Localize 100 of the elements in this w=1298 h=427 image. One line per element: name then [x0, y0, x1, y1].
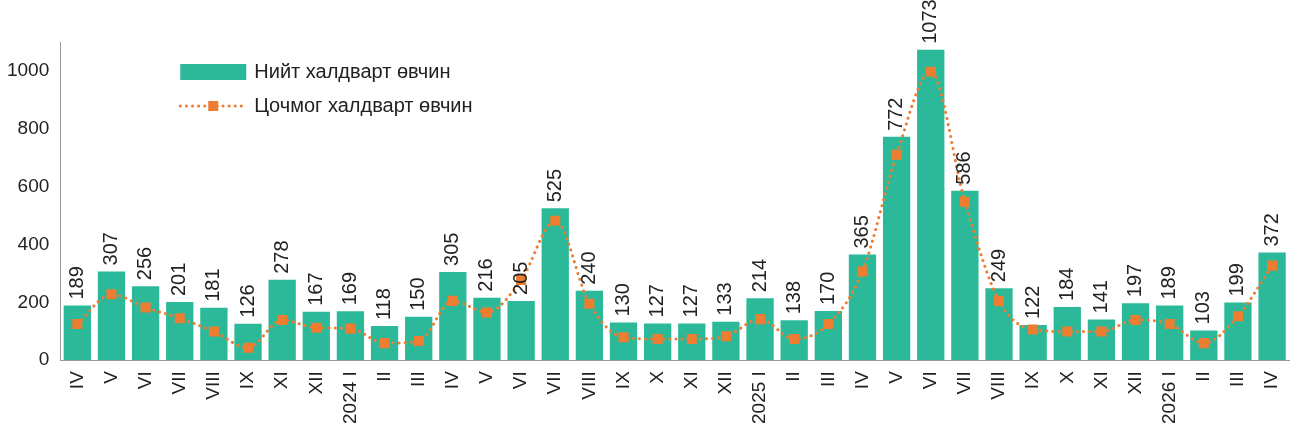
x-tick-label: VIII	[577, 371, 599, 400]
point	[755, 314, 766, 325]
bar	[131, 286, 160, 361]
point	[925, 66, 936, 77]
data-label: 216	[474, 258, 497, 292]
x-tick-label: II	[782, 371, 804, 382]
data-label: 141	[1088, 280, 1111, 314]
point	[891, 149, 902, 160]
data-label: 772	[884, 97, 907, 131]
bar	[1053, 306, 1081, 361]
data-label: 169	[337, 271, 360, 306]
y-tick-label: 800	[17, 117, 50, 139]
bar	[507, 300, 535, 361]
x-tick-label: XI	[680, 371, 702, 390]
x-tick-label: X	[645, 370, 667, 384]
point	[106, 289, 117, 300]
x-tick-label: IX	[611, 370, 633, 390]
point	[1028, 324, 1039, 335]
data-label: 181	[201, 268, 224, 302]
data-label: 150	[406, 277, 429, 311]
point	[311, 322, 322, 333]
data-label: 189	[1157, 266, 1180, 300]
data-label: 586	[952, 151, 975, 185]
data-label: 122	[1020, 285, 1043, 319]
x-tick-label: IV	[441, 370, 463, 390]
x-tick-label: VI	[918, 371, 940, 390]
point	[959, 196, 970, 207]
point	[584, 298, 595, 309]
point	[1062, 326, 1073, 337]
point	[1130, 314, 1141, 326]
x-tick-label: IV	[850, 370, 872, 390]
data-label: 130	[611, 283, 634, 317]
bar	[473, 297, 501, 361]
point	[1267, 260, 1278, 271]
point	[481, 307, 492, 318]
y-tick-label: 400	[17, 232, 50, 254]
data-label: 167	[303, 272, 326, 306]
bar	[1258, 252, 1286, 361]
x-tick-label: VIII	[202, 371, 224, 400]
x-tick-label: IV	[65, 370, 87, 390]
bar	[814, 311, 842, 361]
point	[174, 313, 185, 324]
legend-label: Цочмог халдварт өвчин	[254, 93, 473, 116]
data-label: 307	[98, 232, 121, 266]
x-tick-label: IX	[1021, 370, 1043, 390]
data-label: 365	[849, 215, 872, 249]
x-tick-label: V	[99, 370, 121, 384]
x-tick-label: III	[816, 371, 838, 388]
data-label: 189	[64, 266, 87, 300]
x-tick-label: 2026 I	[1157, 371, 1179, 424]
point	[345, 323, 356, 334]
bar	[97, 271, 126, 361]
point	[823, 318, 834, 330]
x-tick-label: III	[406, 371, 428, 388]
point	[1232, 311, 1243, 322]
bar	[166, 302, 194, 361]
bar	[268, 279, 296, 361]
data-label: 249	[986, 248, 1009, 283]
data-label: 240	[576, 251, 599, 285]
point	[72, 318, 83, 330]
data-label: 1073	[918, 0, 941, 44]
y-tick-label: 600	[17, 174, 50, 196]
point	[1096, 326, 1107, 337]
y-tick-label: 200	[17, 290, 50, 312]
data-label: 184	[1054, 267, 1077, 301]
y-tick-label: 0	[38, 348, 50, 370]
x-tick-label: V	[884, 370, 906, 384]
x-tick-label: VII	[543, 371, 565, 395]
data-label: 118	[372, 288, 395, 321]
point	[277, 314, 288, 326]
point	[208, 326, 219, 337]
point	[550, 215, 561, 226]
bar	[848, 254, 877, 361]
x-tick-label: XII	[304, 371, 326, 395]
data-label: 126	[235, 284, 258, 318]
data-label: 372	[1259, 213, 1282, 247]
x-tick-label: X	[1055, 370, 1077, 384]
data-label: 133	[713, 282, 736, 316]
data-label: 205	[508, 261, 531, 295]
data-label: 127	[679, 284, 702, 318]
x-tick-label: IX	[236, 370, 258, 390]
point	[413, 336, 424, 347]
point	[140, 302, 151, 313]
data-label: 256	[133, 246, 156, 281]
x-tick-label: VII	[953, 371, 975, 395]
bar	[746, 298, 774, 361]
y-tick-label: 1000	[6, 59, 50, 81]
bar	[951, 190, 979, 361]
legend-label: Нийт халдварт өвчин	[254, 59, 451, 82]
x-tick-label: XI	[1089, 371, 1111, 390]
point	[857, 266, 868, 277]
x-tick-label: VIII	[987, 371, 1009, 400]
data-label: 305	[440, 232, 463, 266]
point	[447, 295, 458, 306]
data-label: 138	[781, 280, 804, 315]
x-tick-label: VI	[509, 371, 531, 390]
x-tick-label: IV	[1260, 370, 1282, 390]
x-tick-label: XI	[270, 371, 292, 390]
bar	[63, 305, 91, 361]
bar	[882, 136, 911, 361]
